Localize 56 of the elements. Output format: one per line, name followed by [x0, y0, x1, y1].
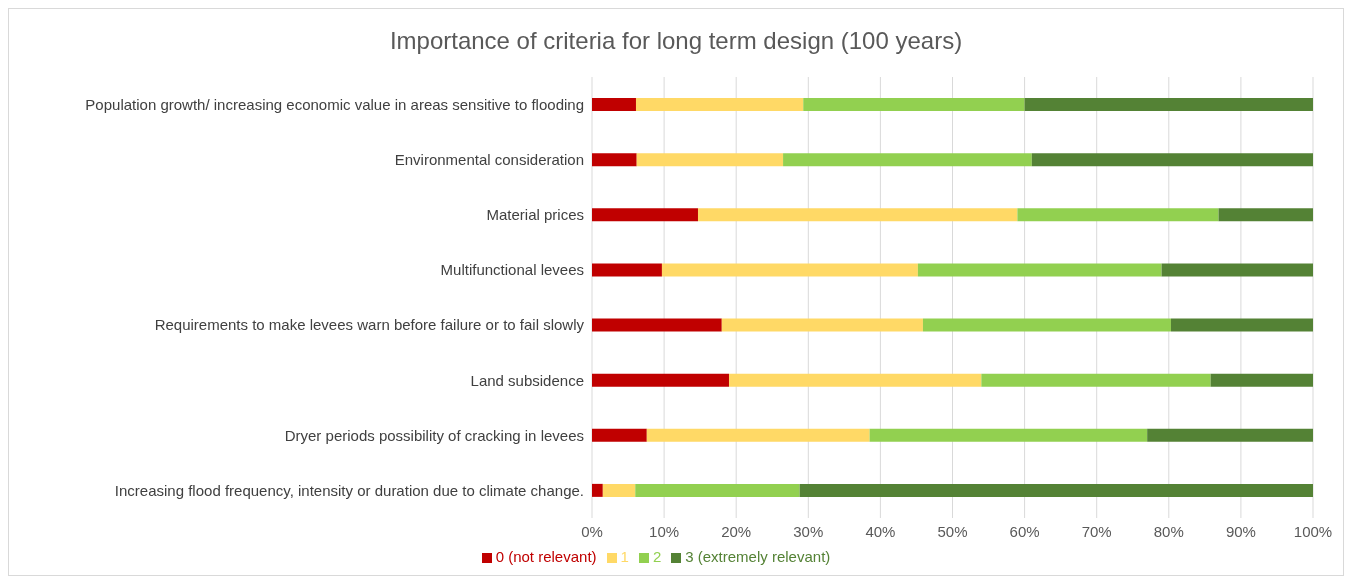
bar [728, 373, 982, 387]
chart-title: Importance of criteria for long term design (100 years) [388, 26, 964, 56]
bar [635, 98, 804, 111]
y-tick-label: Multifunctional levees [440, 261, 584, 279]
x-tick-label: 40% [865, 522, 896, 540]
x-tick-label: 50% [937, 522, 968, 540]
bar [592, 428, 647, 442]
bar [635, 483, 800, 497]
bar [981, 373, 1211, 387]
y-tick-label: Land subsidence [470, 371, 584, 389]
y-tick-label: Environmental consideration [394, 151, 584, 169]
bar [917, 263, 1162, 277]
bar [646, 428, 870, 442]
y-tick-label: Increasing flood frequency, intensity or duration due to climate change. [114, 481, 584, 499]
y-tick-label: Material prices [486, 206, 584, 224]
x-tick-label: 10% [649, 522, 680, 540]
bar [1170, 318, 1313, 332]
bar [592, 483, 603, 497]
bar [592, 373, 729, 387]
x-tick-label: 80% [1153, 522, 1184, 540]
bar [636, 153, 784, 167]
bar [1017, 208, 1219, 222]
legend-label: 0 (not relevant) [495, 548, 597, 565]
legend-label: 2 [652, 548, 662, 565]
legend-label: 3 (extremely relevant) [685, 548, 831, 565]
bar [602, 483, 636, 497]
bar [697, 208, 1018, 222]
bar [661, 263, 918, 277]
x-tick-label: 100% [1293, 522, 1333, 540]
bar [803, 98, 1025, 111]
x-tick-label: 90% [1225, 522, 1256, 540]
x-tick-label: 70% [1081, 522, 1112, 540]
x-tick-label: 20% [721, 522, 752, 540]
bar [1147, 428, 1313, 442]
legend-label: 1 [620, 548, 629, 565]
y-tick-label: Requirements to make levees warn before failure or to fail slowly [154, 316, 585, 334]
x-tick-label: 60% [1009, 522, 1040, 540]
y-tick-label: Population growth/ increasing economic value in areas sensitive to flooding [85, 95, 584, 113]
bar [592, 153, 637, 167]
y-tick-label: Dryer periods possibility of cracking in levees [284, 426, 584, 444]
bar [1031, 153, 1313, 167]
bar [1210, 373, 1313, 387]
bar [592, 98, 636, 111]
bar [592, 208, 698, 222]
bar [922, 318, 1171, 332]
bar [1218, 208, 1313, 222]
bar [783, 153, 1032, 167]
bar [799, 483, 1313, 497]
bar [592, 318, 722, 332]
bar [592, 263, 662, 277]
bar [1024, 98, 1313, 111]
bar [1161, 263, 1313, 277]
x-tick-label: 0% [581, 522, 603, 540]
bar [869, 428, 1148, 442]
bar [721, 318, 923, 332]
x-tick-label: 30% [793, 522, 824, 540]
